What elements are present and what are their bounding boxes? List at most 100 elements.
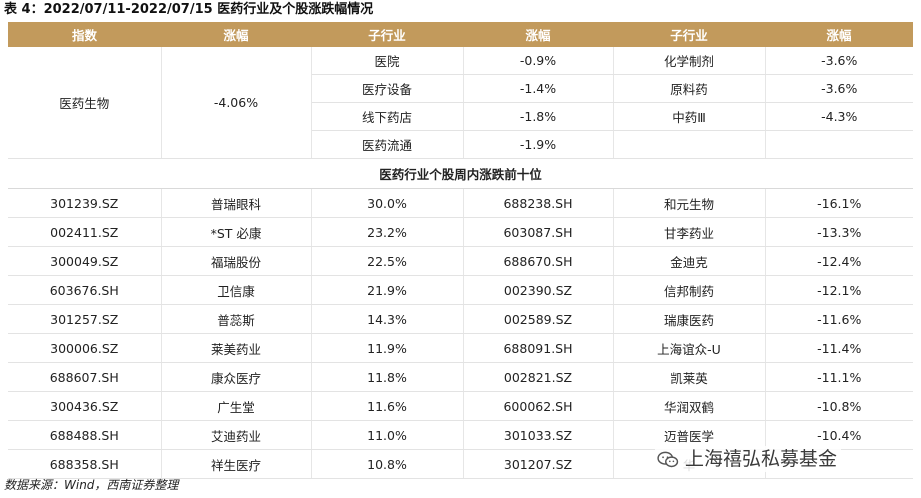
index-name: 医药生物: [8, 47, 162, 159]
subindustry-name: 医药流通: [311, 130, 463, 159]
subindustry-row: 医药流通 -1.9%: [8, 130, 913, 159]
subindustry-name: 原料药: [612, 74, 765, 103]
stock-change: 11.9%: [310, 333, 463, 363]
stock-code: 301257.SZ: [8, 304, 161, 334]
header-change: 涨幅: [161, 22, 311, 47]
header-change: 涨幅: [765, 22, 913, 47]
wechat-icon: [657, 451, 679, 467]
stock-name: *ST 必康: [160, 217, 311, 247]
stock-name: 广生堂: [160, 391, 311, 421]
subindustry-change: -1.4%: [462, 74, 613, 103]
subindustry-name: [612, 130, 765, 159]
stock-change: 11.0%: [310, 420, 463, 450]
stock-code: 301207.SZ: [462, 449, 613, 479]
stock-code: 603676.SH: [8, 275, 161, 305]
stock-change: 10.8%: [310, 449, 463, 479]
stock-code: 688670.SH: [462, 246, 613, 276]
stock-name: 和元生物: [612, 188, 765, 218]
subindustry-change: -3.6%: [764, 47, 913, 75]
stock-name: 莱美药业: [160, 333, 311, 363]
stock-name: 普瑞眼科: [160, 188, 311, 218]
source-note: 数据来源：Wind，西南证券整理: [4, 478, 179, 492]
stock-change: -16.1%: [764, 188, 913, 218]
subindustry-row: 医药生物 -4.06% 医院 -0.9% 化学制剂 -3.6%: [8, 47, 913, 159]
stock-name: 信邦制药: [612, 275, 765, 305]
table-row: 688488.SH 艾迪药业 11.0% 301033.SZ 迈普医学 -10.4%: [8, 420, 913, 450]
subindustry-row: 线下药店 -1.8% 中药Ⅲ -4.3%: [8, 102, 913, 131]
table-row: 300436.SZ 广生堂 11.6% 600062.SH 华润双鹤 -10.8%: [8, 391, 913, 421]
header-change: 涨幅: [463, 22, 613, 47]
stock-code: 688238.SH: [462, 188, 613, 218]
table-title: 表 4：2022/07/11-2022/07/15 医药行业及个股涨跌幅情况: [4, 2, 374, 17]
stock-code: 002821.SZ: [462, 362, 613, 392]
stock-name: 华润双鹤: [612, 391, 765, 421]
stock-name: 艾迪药业: [160, 420, 311, 450]
stock-code: 688358.SH: [8, 449, 161, 479]
header-subindustry: 子行业: [613, 22, 765, 47]
table-row: 603676.SH 卫信康 21.9% 002390.SZ 信邦制药 -12.1%: [8, 275, 913, 305]
stock-code: 600062.SH: [462, 391, 613, 421]
stock-code: 002411.SZ: [8, 217, 161, 247]
stock-code: 002589.SZ: [462, 304, 613, 334]
performance-table: 指数 涨幅 子行业 涨幅 子行业 涨幅 医药生物 -4.06% 医院 -0.9%…: [8, 22, 913, 479]
subindustry-name: 中药Ⅲ: [612, 102, 765, 131]
stock-name: 迈普医学: [612, 420, 765, 450]
stock-change: 30.0%: [310, 188, 463, 218]
table-row: 300049.SZ 福瑞股份 22.5% 688670.SH 金迪克 -12.4%: [8, 246, 913, 276]
subindustry-change: -0.9%: [462, 47, 613, 75]
subindustry-name: 医疗设备: [311, 74, 463, 103]
stock-change: -12.1%: [764, 275, 913, 305]
stock-code: 688488.SH: [8, 420, 161, 450]
subindustry-change: -4.3%: [764, 102, 913, 131]
stock-name: 卫信康: [160, 275, 311, 305]
index-change: -4.06%: [161, 47, 312, 159]
section-row: 医药行业个股周内涨跌前十位: [8, 158, 913, 189]
stock-change: -12.4%: [764, 246, 913, 276]
stock-code: 688091.SH: [462, 333, 613, 363]
section-title: 医药行业个股周内涨跌前十位: [8, 158, 913, 189]
stock-list: 301239.SZ 普瑞眼科 30.0% 688238.SH 和元生物 -16.1% 002…: [8, 188, 913, 479]
stock-code: 301239.SZ: [8, 188, 161, 218]
subindustry-row: 医疗设备 -1.4% 原料药 -3.6%: [8, 74, 913, 103]
stock-change: -13.3%: [764, 217, 913, 247]
stock-change: -11.1%: [764, 362, 913, 392]
stock-name: 康众医疗: [160, 362, 311, 392]
header-index: 指数: [8, 22, 161, 47]
stock-code: 300006.SZ: [8, 333, 161, 363]
header-subindustry: 子行业: [311, 22, 463, 47]
stock-change: 11.8%: [310, 362, 463, 392]
stock-name: 祥生医疗: [160, 449, 311, 479]
stock-code: 688607.SH: [8, 362, 161, 392]
stock-change: 14.3%: [310, 304, 463, 334]
subindustry-change: -3.6%: [764, 74, 913, 103]
stock-name: 福瑞股份: [160, 246, 311, 276]
subindustry-name: 线下药店: [311, 102, 463, 131]
stock-change: -10.4%: [764, 420, 913, 450]
header-row: 指数 涨幅 子行业 涨幅 子行业 涨幅: [8, 22, 913, 47]
stock-change: -11.4%: [764, 333, 913, 363]
stock-code: 301033.SZ: [462, 420, 613, 450]
stock-name: 甘李药业: [612, 217, 765, 247]
stock-change: 23.2%: [310, 217, 463, 247]
subindustry-change: -1.9%: [462, 130, 613, 159]
table-row: 301239.SZ 普瑞眼科 30.0% 688238.SH 和元生物 -16.1%: [8, 188, 913, 218]
subindustry-change: -1.8%: [462, 102, 613, 131]
subindustry-name: 化学制剂: [612, 47, 765, 75]
stock-name: 上海谊众-U: [612, 333, 765, 363]
stock-change: 21.9%: [310, 275, 463, 305]
stock-code: 300436.SZ: [8, 391, 161, 421]
watermark: 上海禧弘私募基金: [655, 446, 842, 472]
stock-change: -11.6%: [764, 304, 913, 334]
stock-name: 凯莱英: [612, 362, 765, 392]
stock-name: 瑞康医药: [612, 304, 765, 334]
stock-change: 22.5%: [310, 246, 463, 276]
subindustry-change: [764, 130, 913, 159]
stock-code: 002390.SZ: [462, 275, 613, 305]
table-row: 300006.SZ 莱美药业 11.9% 688091.SH 上海谊众-U -11.4%: [8, 333, 913, 363]
stock-code: 603087.SH: [462, 217, 613, 247]
stock-name: 金迪克: [612, 246, 765, 276]
stock-name: 普蕊斯: [160, 304, 311, 334]
subindustry-name: 医院: [311, 47, 463, 75]
table-row: 002411.SZ *ST 必康 23.2% 603087.SH 甘李药业 -13.3%: [8, 217, 913, 247]
watermark-text: 上海禧弘私募基金: [685, 448, 838, 470]
